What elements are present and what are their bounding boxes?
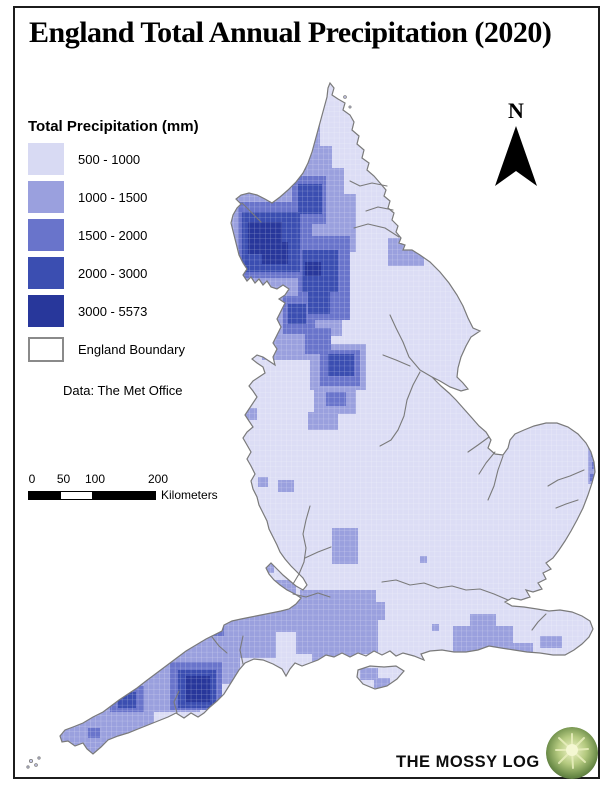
- legend-label-1: 500 - 1000: [78, 151, 141, 167]
- precip-class5-cell: [196, 620, 208, 628]
- river-line: [173, 690, 180, 714]
- river-line: [304, 546, 332, 559]
- precip-class2-cell: [272, 126, 320, 148]
- river-line: [467, 436, 490, 453]
- farne-island: [348, 105, 352, 109]
- legend-swatch-3: [28, 219, 64, 251]
- river-line: [478, 451, 496, 475]
- river-line: [211, 636, 228, 654]
- river-line: [382, 354, 411, 367]
- legend-row-3: 1500 - 2000: [28, 219, 218, 251]
- precip-class3-cell: [182, 610, 224, 636]
- legend-swatch-1: [28, 143, 64, 175]
- river-line: [365, 206, 394, 212]
- footer-brand: THE MOSSY LOG: [396, 727, 598, 788]
- data-credit: Data: The Met Office: [63, 383, 183, 398]
- river-line: [353, 223, 400, 238]
- river-line: [389, 314, 433, 378]
- river-line: [547, 469, 585, 487]
- river-line: [292, 505, 311, 585]
- river-line: [239, 635, 244, 665]
- river-line: [292, 592, 331, 598]
- scale-bar-graphic: [28, 490, 156, 500]
- river-line: [241, 202, 262, 223]
- scale-tick-50: 50: [56, 472, 71, 486]
- rivers: [173, 180, 585, 714]
- legend-row-2: 1000 - 1500: [28, 181, 218, 213]
- river-line: [487, 455, 504, 501]
- north-arrow: N: [488, 98, 544, 195]
- legend-row-5: 3000 - 5573: [28, 295, 218, 327]
- north-label: N: [508, 98, 524, 123]
- legend-label-5: 3000 - 5573: [78, 303, 148, 319]
- legend-row-1: 500 - 1000: [28, 143, 218, 175]
- river-line: [349, 180, 388, 187]
- legend-label-2: 1000 - 1500: [78, 189, 148, 205]
- precip-class4-cell: [190, 617, 218, 634]
- legend-swatch-2: [28, 181, 64, 213]
- precip-class2-cell: [230, 497, 252, 515]
- precip-class2-cell: [236, 460, 248, 472]
- legend-row-boundary: England Boundary: [28, 333, 218, 365]
- river-line: [381, 579, 509, 601]
- scale-tick-100: 100: [84, 472, 106, 486]
- river-line: [379, 371, 421, 447]
- scale-bar: 0 50 100 200 Kilometers: [28, 472, 228, 502]
- brand-text: THE MOSSY LOG: [396, 752, 540, 771]
- page-border: [13, 6, 600, 779]
- scale-ticks: 0 50 100 200: [28, 472, 228, 486]
- river-line: [555, 499, 579, 509]
- legend-swatch-5: [28, 295, 64, 327]
- legend-swatch-4: [28, 257, 64, 289]
- river-line: [531, 613, 547, 631]
- precip-class3-cell: [280, 138, 306, 170]
- scilly-isles: [26, 95, 352, 769]
- holy-island: [343, 95, 347, 99]
- moss-flower-logo: [545, 727, 598, 779]
- legend-label-boundary: England Boundary: [78, 341, 185, 357]
- scale-tick-0: 0: [28, 472, 36, 486]
- precip-class2-cell: [292, 110, 320, 128]
- scale-tick-200: 200: [147, 472, 169, 486]
- legend-row-4: 2000 - 3000: [28, 257, 218, 289]
- legend: Total Precipitation (mm) 500 - 1000 1000…: [28, 118, 218, 398]
- page-title: England Total Annual Precipitation (2020…: [29, 16, 552, 49]
- legend-label-4: 2000 - 3000: [78, 265, 148, 281]
- legend-title: Total Precipitation (mm): [28, 118, 199, 135]
- legend-label-3: 1500 - 2000: [78, 227, 148, 243]
- north-arrow-icon: [495, 126, 537, 186]
- scale-unit-label: Kilometers: [161, 488, 218, 502]
- legend-swatch-boundary: [28, 336, 64, 362]
